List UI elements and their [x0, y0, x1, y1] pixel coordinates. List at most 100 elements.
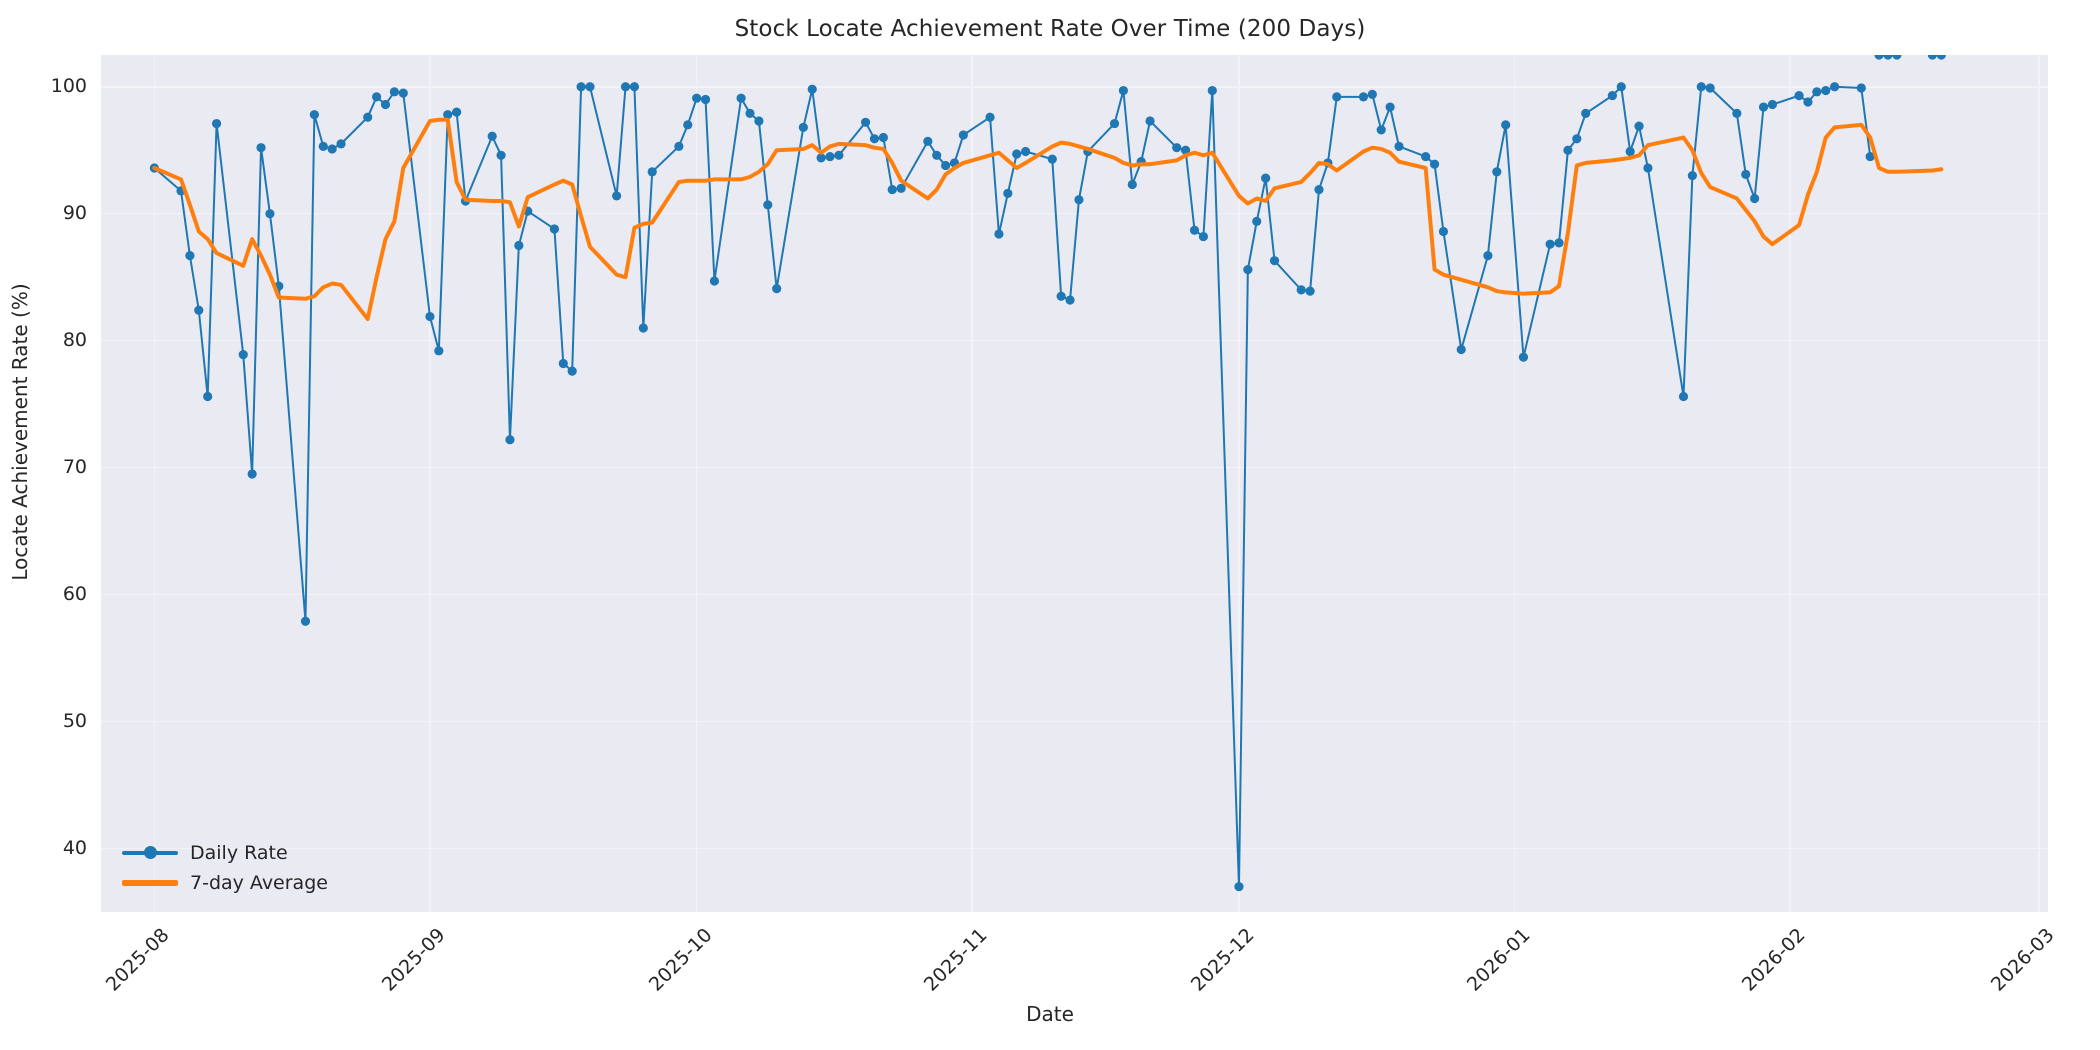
- data-point-marker: [816, 153, 826, 163]
- data-point-marker: [1865, 151, 1875, 162]
- data-point-marker: [683, 120, 693, 130]
- data-point-marker: [1056, 291, 1066, 301]
- data-point-marker: [185, 251, 195, 261]
- data-point-marker: [1376, 125, 1386, 135]
- legend-swatch-icon: [122, 873, 178, 893]
- data-point-marker: [1767, 99, 1777, 110]
- data-point-marker: [692, 93, 702, 103]
- data-point-marker: [958, 130, 968, 140]
- data-point-marker: [238, 350, 248, 360]
- legend-item[interactable]: Daily Rate: [122, 838, 328, 868]
- x-axis-tick-label: 2025-11: [920, 924, 992, 996]
- data-point-marker: [869, 134, 880, 144]
- gridline-vertical: [429, 55, 431, 912]
- data-point-marker: [1065, 295, 1075, 305]
- data-point-marker: [567, 366, 577, 376]
- data-point-marker: [1109, 118, 1120, 129]
- data-point-marker: [1501, 120, 1511, 130]
- data-point-marker: [834, 150, 844, 160]
- data-point-marker: [514, 240, 524, 251]
- gridline-horizontal: [101, 593, 2048, 596]
- data-point-marker: [576, 82, 586, 92]
- y-axis-tick-label: 60: [62, 582, 87, 605]
- data-point-marker: [380, 99, 391, 110]
- data-point-marker: [452, 107, 462, 117]
- data-point-marker: [256, 143, 266, 153]
- data-point-marker: [932, 150, 942, 160]
- data-point-marker: [1883, 55, 1893, 60]
- data-point-marker: [754, 116, 764, 126]
- data-point-marker: [923, 136, 933, 146]
- data-point-marker: [647, 167, 657, 177]
- y-axis-label: Locate Achievement Rate (%): [8, 283, 32, 581]
- data-point-marker: [620, 82, 631, 92]
- gridline-horizontal: [101, 466, 2048, 469]
- data-point-marker: [1438, 226, 1449, 237]
- y-axis-tick-label: 80: [62, 328, 87, 351]
- y-axis-label-wrapper: Locate Achievement Rate (%): [0, 0, 32, 1050]
- data-point-marker: [940, 160, 951, 171]
- x-axis-tick-label: 2026-01: [1462, 924, 1535, 996]
- data-point-marker: [505, 435, 515, 445]
- data-point-marker: [443, 110, 453, 120]
- data-point-marker: [1145, 116, 1155, 126]
- data-point-marker: [247, 469, 257, 479]
- data-point-marker: [1794, 91, 1804, 101]
- data-point-marker: [638, 323, 648, 333]
- data-point-marker: [363, 112, 373, 122]
- data-point-marker: [745, 108, 755, 118]
- legend-item-label: 7-day Average: [190, 872, 328, 894]
- y-axis-tick-label: 40: [62, 836, 87, 859]
- data-point-marker: [1643, 163, 1653, 173]
- data-point-marker: [1616, 82, 1626, 92]
- gridline-horizontal: [101, 847, 2048, 850]
- data-point-marker: [1758, 102, 1769, 112]
- data-point-marker: [1367, 89, 1377, 99]
- gridline-horizontal: [101, 720, 2048, 723]
- y-axis-tick-label: 70: [62, 455, 87, 478]
- x-axis-label: Date: [1026, 1002, 1074, 1026]
- data-point-marker: [1181, 145, 1191, 155]
- data-point-marker: [336, 139, 346, 149]
- data-point-marker: [318, 141, 328, 152]
- data-series-layer: [101, 55, 2048, 912]
- data-point-marker: [1803, 97, 1813, 107]
- chart-legend: Daily Rate 7-day Average: [116, 832, 338, 904]
- data-point-marker: [1892, 55, 1902, 60]
- data-point-marker: [1296, 285, 1306, 295]
- data-point-marker: [1429, 159, 1440, 169]
- y-axis-tick-label: 100: [50, 74, 87, 97]
- data-point-marker: [1821, 85, 1831, 96]
- data-point-marker: [203, 391, 213, 402]
- gridline-vertical: [695, 55, 698, 912]
- plot-area: [101, 55, 2048, 912]
- data-point-marker: [1572, 134, 1582, 144]
- data-point-marker: [1198, 231, 1209, 242]
- chart-title: Stock Locate Achievement Rate Over Time …: [734, 16, 1366, 42]
- x-axis-tick-label: 2025-10: [644, 924, 717, 996]
- data-point-marker: [860, 117, 871, 127]
- data-point-marker: [1563, 145, 1573, 155]
- data-point-marker: [985, 112, 995, 122]
- legend-item[interactable]: 7-day Average: [122, 868, 328, 898]
- data-point-marker: [211, 118, 222, 129]
- data-point-marker: [1421, 151, 1431, 162]
- data-point-marker: [1394, 141, 1404, 152]
- data-point-marker: [612, 191, 622, 201]
- data-point-marker: [1492, 167, 1502, 177]
- gridline-vertical: [971, 55, 974, 912]
- data-point-marker: [1118, 85, 1128, 96]
- data-point-marker: [1483, 251, 1493, 261]
- x-axis-tick-label: 2026-02: [1738, 924, 1810, 996]
- legend-item-label: Daily Rate: [190, 842, 288, 864]
- data-point-marker: [1625, 146, 1635, 157]
- data-point-marker: [300, 616, 311, 626]
- x-axis-tick-label: 2025-12: [1186, 924, 1259, 996]
- data-point-marker: [1003, 188, 1013, 198]
- data-point-marker: [1189, 225, 1200, 235]
- data-point-marker: [487, 131, 497, 141]
- data-point-marker: [1385, 102, 1395, 112]
- data-point-marker: [1074, 195, 1084, 205]
- data-point-marker: [1750, 193, 1760, 204]
